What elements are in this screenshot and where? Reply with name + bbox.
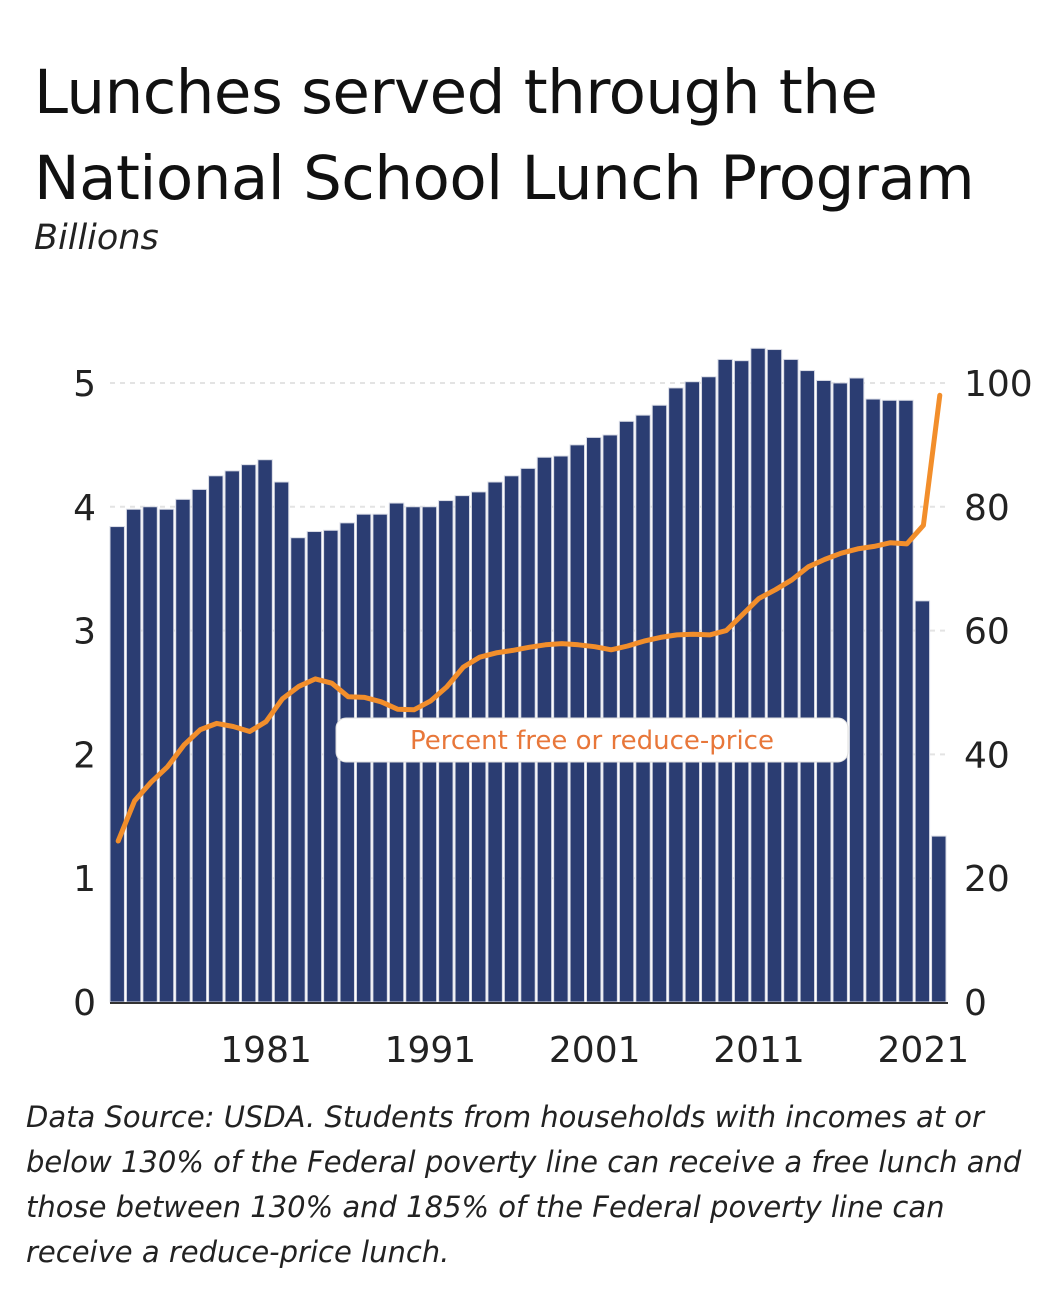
legend: Percent free or reduce-price	[335, 717, 849, 763]
bar	[323, 529, 339, 1003]
legend-box	[335, 717, 849, 763]
x-tick-label: 2011	[713, 1030, 805, 1071]
bar	[832, 382, 848, 1003]
bar	[224, 470, 240, 1003]
bar	[684, 381, 701, 1003]
chart-subtitle: Billions	[34, 218, 159, 258]
bar	[208, 475, 224, 1003]
line-series	[115, 392, 943, 844]
bar	[158, 508, 175, 1003]
bar	[273, 481, 290, 1003]
bar	[635, 414, 651, 1003]
bar	[717, 358, 733, 1003]
y-right-tick-label: 60	[964, 612, 1010, 653]
y-right-tick-label: 80	[964, 488, 1010, 529]
chart: 0 1 2 3 4 5 0 20 40 60 80 100 1981 1991 2001 2011 2021 P…	[73, 347, 1033, 1071]
bar	[733, 360, 750, 1003]
x-tick-label: 1991	[385, 1030, 477, 1071]
y-left-tick-label: 0	[73, 983, 96, 1024]
y-right-tick-label: 0	[964, 983, 987, 1024]
y-left-tick-label: 1	[73, 859, 96, 900]
footnote: Data Source: USDA. Students from househo…	[26, 1100, 1022, 1269]
bar	[766, 349, 783, 1003]
y-left-tick-label: 4	[73, 488, 96, 529]
bar	[865, 398, 881, 1003]
bar	[191, 488, 208, 1003]
chart-title: Lunches served through the National Scho…	[34, 57, 975, 214]
bar	[668, 387, 684, 1003]
bar	[125, 508, 142, 1003]
y-right-tick-label: 100	[964, 364, 1033, 405]
y-right-tick-label: 40	[964, 735, 1010, 776]
bar	[898, 399, 914, 1003]
bar	[914, 600, 931, 1003]
bar	[109, 526, 125, 1003]
y-left-tick-label: 5	[73, 364, 96, 405]
bar	[142, 506, 158, 1003]
y-left-tick-label: 2	[73, 735, 96, 776]
bar	[881, 399, 898, 1003]
bar	[701, 376, 717, 1003]
y-left-tick-label: 3	[73, 612, 96, 653]
x-tick-label: 2021	[878, 1030, 970, 1071]
bar	[257, 459, 273, 1003]
legend-label: Percent free or reduce-price	[410, 726, 774, 756]
axes: 0 1 2 3 4 5 0 20 40 60 80 100 1981 1991 2001 2011 2021	[73, 364, 1033, 1071]
x-tick-label: 1981	[220, 1030, 312, 1071]
percent-line	[115, 392, 943, 844]
bar	[750, 347, 766, 1003]
bar	[306, 531, 323, 1003]
bar	[651, 404, 668, 1003]
bar	[783, 358, 799, 1003]
bar	[290, 537, 306, 1003]
bar	[816, 379, 832, 1003]
bar	[848, 377, 865, 1003]
bar	[931, 835, 947, 1003]
bar-series	[109, 347, 947, 1003]
bar	[799, 370, 816, 1003]
y-right-tick-label: 20	[964, 859, 1010, 900]
x-tick-label: 2001	[549, 1030, 641, 1071]
bar	[618, 420, 635, 1003]
